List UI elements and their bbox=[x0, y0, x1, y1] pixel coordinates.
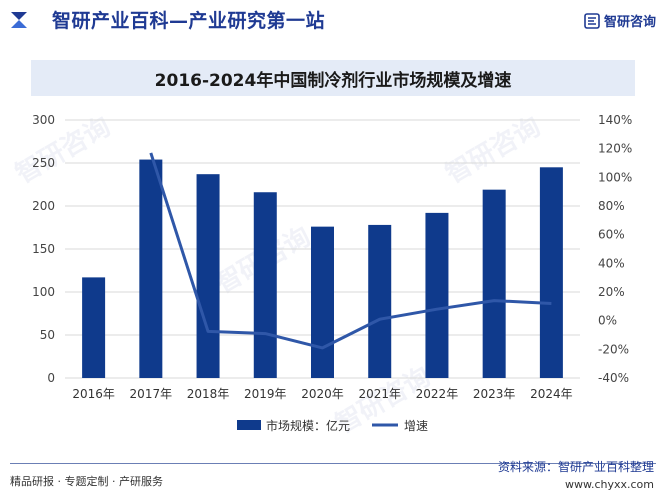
x-tick-label: 2021年 bbox=[358, 387, 401, 401]
y-right-tick-label: 60% bbox=[598, 228, 625, 242]
y-left-tick-label: 300 bbox=[32, 113, 55, 127]
y-right-tick-label: -20% bbox=[598, 342, 629, 356]
y-left-tick-label: 150 bbox=[32, 242, 55, 256]
site-title: 智研产业百科—产业研究第一站 bbox=[52, 10, 326, 32]
y-left-tick-label: 200 bbox=[32, 199, 55, 213]
footer-tagline: 精品研报 · 专题定制 · 产研服务 bbox=[10, 475, 163, 488]
bar bbox=[139, 159, 163, 378]
logo-icon bbox=[8, 9, 30, 31]
y-left-tick-label: 100 bbox=[32, 285, 55, 299]
x-tick-label: 2016年 bbox=[72, 387, 115, 401]
bar bbox=[425, 212, 449, 378]
footer-url: www.chyxx.com bbox=[564, 478, 654, 491]
y-right-tick-label: 100% bbox=[598, 170, 632, 184]
y-right-tick-label: 40% bbox=[598, 256, 625, 270]
y-right-tick-label: 80% bbox=[598, 199, 625, 213]
y-right-tick-label: 0% bbox=[598, 314, 617, 328]
x-tick-label: 2017年 bbox=[130, 387, 173, 401]
x-tick-label: 2022年 bbox=[416, 387, 459, 401]
bar bbox=[311, 226, 334, 378]
bar bbox=[82, 277, 106, 378]
chart-title-band: 2016-2024年中国制冷剂行业市场规模及增速 bbox=[31, 60, 635, 96]
x-tick-label: 2018年 bbox=[187, 387, 230, 401]
chart-title: 2016-2024年中国制冷剂行业市场规模及增速 bbox=[154, 70, 512, 91]
footer-source: 资料来源：智研产业百科整理 bbox=[497, 460, 654, 474]
bar bbox=[196, 174, 220, 378]
legend-bar-swatch bbox=[237, 420, 261, 430]
y-right-tick-label: 120% bbox=[598, 142, 632, 156]
bar bbox=[482, 189, 506, 378]
legend-line-label: 增速 bbox=[404, 419, 428, 433]
y-left-tick-label: 50 bbox=[40, 328, 55, 342]
header: 智研产业百科—产业研究第一站 智研咨询 bbox=[0, 0, 666, 44]
footer-divider bbox=[10, 463, 656, 464]
y-left-tick-label: 250 bbox=[32, 156, 55, 170]
x-tick-label: 2020年 bbox=[301, 387, 344, 401]
y-right-tick-label: -40% bbox=[598, 371, 629, 385]
bar bbox=[253, 192, 277, 378]
legend-bar-label: 市场规模：亿元 bbox=[266, 418, 350, 433]
brand-logo: 智研咨询 bbox=[584, 11, 656, 30]
x-tick-label: 2024年 bbox=[530, 387, 573, 401]
y-right-tick-label: 20% bbox=[598, 285, 625, 299]
x-tick-label: 2019年 bbox=[244, 387, 287, 401]
y-right-tick-label: 140% bbox=[598, 113, 632, 127]
bar bbox=[368, 224, 392, 378]
brand-icon bbox=[584, 12, 600, 29]
bar bbox=[539, 167, 563, 378]
y-left-tick-label: 0 bbox=[47, 371, 55, 385]
x-tick-label: 2023年 bbox=[473, 387, 516, 401]
growth-line bbox=[149, 152, 552, 350]
brand-name: 智研咨询 bbox=[603, 15, 656, 30]
chart-area: 0 50 100 150 200 250 300 -40% -20% 0% 20% 40% 60% 80%… bbox=[32, 113, 632, 433]
